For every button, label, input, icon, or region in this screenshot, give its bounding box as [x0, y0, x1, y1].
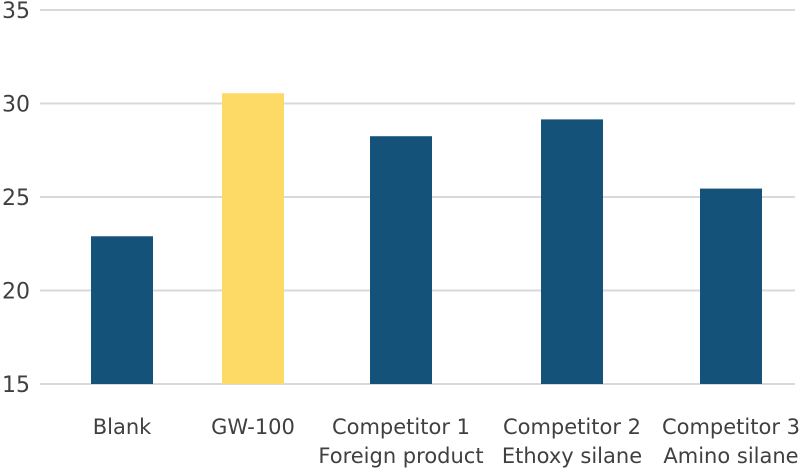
- y-tick-label: 25: [2, 186, 30, 211]
- x-category-label-line: Competitor 2: [503, 415, 641, 439]
- x-category-label: Competitor 1 Foreign product: [318, 415, 483, 468]
- x-category-label-line: GW-100: [211, 415, 295, 439]
- bar-2: [222, 93, 284, 384]
- x-category-label: Competitor 3 Amino silane: [662, 415, 800, 468]
- bar-5: [700, 188, 762, 384]
- y-tick-label: 30: [2, 93, 30, 118]
- y-tick-label: 20: [2, 280, 30, 305]
- bar-3: [370, 136, 432, 384]
- bars: [91, 93, 762, 385]
- bar-1: [91, 236, 153, 384]
- x-category-label: Blank: [93, 415, 152, 439]
- x-category-label-line: Foreign product: [318, 444, 483, 468]
- y-tick-label: 35: [2, 0, 30, 24]
- y-axis-tick-labels: 15 20 25 30 35: [2, 0, 30, 398]
- bar-4: [541, 119, 603, 385]
- x-category-label-line: Competitor 1: [332, 415, 470, 439]
- x-category-label-line: Competitor 3: [662, 415, 800, 439]
- x-category-label: GW-100: [211, 415, 295, 439]
- x-category-label: Competitor 2 Ethoxy silane: [502, 415, 642, 468]
- x-category-label-line: Amino silane: [663, 444, 798, 468]
- x-category-label-line: Blank: [93, 415, 152, 439]
- y-tick-label: 15: [2, 373, 30, 398]
- x-category-label-line: Ethoxy silane: [502, 444, 642, 468]
- x-axis-category-labels: Blank GW-100 Competitor 1 Foreign productCo…: [93, 415, 800, 468]
